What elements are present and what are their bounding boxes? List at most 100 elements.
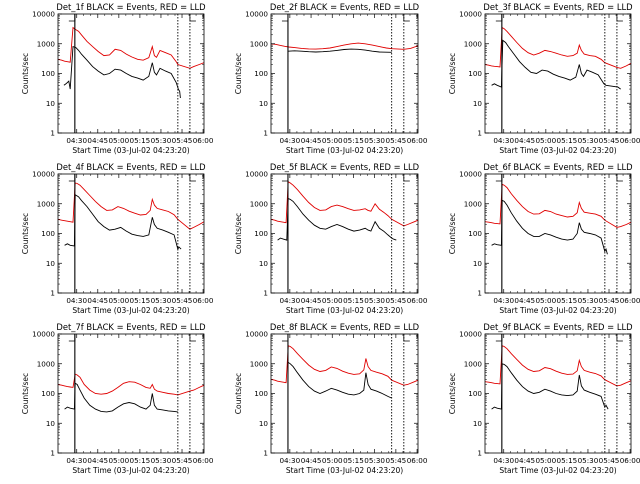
panel-title: Det_2f BLACK = Events, RED = LLD [270, 2, 419, 12]
x-tick-label: 05:45 [386, 456, 407, 465]
x-tick-label: 05:00 [535, 296, 556, 305]
x-tick-label: 04:30 [66, 296, 87, 305]
x-tick-label: 04:45 [87, 456, 108, 465]
y-tick-label: 100 [468, 389, 482, 398]
y-tick-label: 10 [473, 419, 483, 428]
x-tick-label: 04:30 [493, 456, 514, 465]
y-tick-label: 1 [477, 129, 482, 138]
x-axis-label: Start Time (03-Jul-02 04:23:20) [286, 306, 403, 315]
x-axis-label: Start Time (03-Jul-02 04:23:20) [72, 146, 189, 155]
x-tick-label: 05:00 [322, 296, 343, 305]
y-tick-label: 100 [254, 69, 268, 78]
gap-bracket [189, 334, 196, 342]
y-tick-label: 1 [50, 129, 55, 138]
y-tick-label: 1000 [464, 199, 483, 208]
y-tick-label: 1000 [37, 359, 56, 368]
y-tick-label: 100 [468, 69, 482, 78]
x-tick-label: 05:15 [343, 456, 364, 465]
lld-series-line [58, 182, 204, 230]
y-axis-label: Counts/sec [234, 373, 243, 414]
y-tick-label: 10 [46, 419, 56, 428]
y-tick-label: 100 [41, 229, 55, 238]
y-tick-label: 1 [477, 449, 482, 458]
gap-bracket [281, 334, 289, 342]
x-tick-label: 04:30 [66, 136, 87, 145]
x-tick-label: 04:45 [301, 456, 322, 465]
gap-bracket [495, 174, 503, 182]
panel-title: Det_8f BLACK = Events, RED = LLD [270, 322, 419, 332]
y-tick-label: 10 [259, 419, 269, 428]
lld-series-line [271, 345, 418, 386]
gap-bracket [68, 14, 76, 22]
x-tick-label: 04:45 [514, 456, 535, 465]
x-tick-label: 05:00 [322, 456, 343, 465]
y-axis-label: Counts/sec [448, 213, 457, 254]
gap-bracket [189, 14, 196, 22]
events-series-line [491, 39, 621, 90]
x-tick-label: 06:00 [193, 136, 214, 145]
x-tick-label: 05:45 [599, 136, 620, 145]
y-tick-label: 10000 [459, 330, 482, 339]
y-tick-label: 100 [41, 69, 55, 78]
x-tick-label: 05:30 [151, 296, 172, 305]
gap-bracket [281, 174, 289, 182]
panel-title: Det_6f BLACK = Events, RED = LLD [483, 162, 632, 172]
x-tick-label: 06:00 [620, 456, 640, 465]
panel-title: Det_4f BLACK = Events, RED = LLD [56, 162, 205, 172]
lld-series-line [58, 373, 204, 396]
x-tick-label: 05:30 [151, 136, 172, 145]
gap-bracket [403, 14, 410, 22]
y-tick-label: 10000 [459, 170, 482, 179]
chart-panel-6: Det_6f BLACK = Events, RED = LLD 1 10 100 10… [448, 162, 640, 315]
x-tick-label: 06:00 [407, 456, 428, 465]
y-tick-label: 10000 [459, 10, 482, 19]
gap-bracket [68, 174, 76, 182]
x-axis-label: Start Time (03-Jul-02 04:23:20) [499, 306, 616, 315]
x-tick-label: 05:45 [172, 296, 193, 305]
y-axis-label: Counts/sec [448, 373, 457, 414]
x-tick-label: 06:00 [620, 136, 640, 145]
gap-bracket [189, 174, 196, 182]
y-tick-label: 1000 [464, 359, 483, 368]
x-tick-label: 06:00 [620, 296, 640, 305]
plot-frame [270, 333, 419, 454]
panel-title: Det_7f BLACK = Events, RED = LLD [56, 322, 205, 332]
x-axis-label: Start Time (03-Jul-02 04:23:20) [499, 146, 616, 155]
x-axis-label: Start Time (03-Jul-02 04:23:20) [72, 466, 189, 475]
x-tick-label: 04:30 [493, 296, 514, 305]
plot-frame [57, 13, 205, 134]
y-tick-label: 1000 [250, 199, 269, 208]
x-tick-label: 04:30 [493, 136, 514, 145]
y-tick-label: 1000 [250, 359, 269, 368]
gap-bracket [495, 14, 503, 22]
x-tick-label: 05:15 [557, 296, 578, 305]
x-tick-label: 04:45 [514, 296, 535, 305]
panel-title: Det_3f BLACK = Events, RED = LLD [483, 2, 632, 12]
x-tick-label: 05:30 [578, 296, 599, 305]
y-tick-label: 10000 [245, 330, 268, 339]
x-tick-label: 05:00 [322, 136, 343, 145]
panel-title: Det_5f BLACK = Events, RED = LLD [270, 162, 419, 172]
chart-panel-2: Det_2f BLACK = Events, RED = LLD 1 10 100 10… [234, 2, 428, 155]
x-tick-label: 05:15 [130, 456, 151, 465]
x-tick-label: 04:45 [301, 136, 322, 145]
events-series-line [491, 199, 608, 255]
events-series-line [277, 197, 397, 241]
x-tick-label: 05:00 [108, 136, 129, 145]
lld-series-line [271, 180, 418, 227]
events-series-line [491, 363, 609, 410]
plot-frame [484, 173, 632, 294]
lld-series-line [485, 183, 631, 228]
x-tick-label: 05:00 [108, 456, 129, 465]
x-tick-label: 05:15 [130, 136, 151, 145]
y-tick-label: 100 [254, 389, 268, 398]
x-tick-label: 05:30 [578, 456, 599, 465]
plot-frame [270, 13, 419, 134]
x-axis-label: Start Time (03-Jul-02 04:23:20) [286, 466, 403, 475]
x-tick-label: 05:00 [108, 296, 129, 305]
y-tick-label: 1000 [37, 199, 56, 208]
events-series-line [288, 48, 392, 53]
y-tick-label: 1 [263, 449, 268, 458]
chart-panel-5: Det_5f BLACK = Events, RED = LLD 1 10 100 10… [234, 162, 428, 315]
